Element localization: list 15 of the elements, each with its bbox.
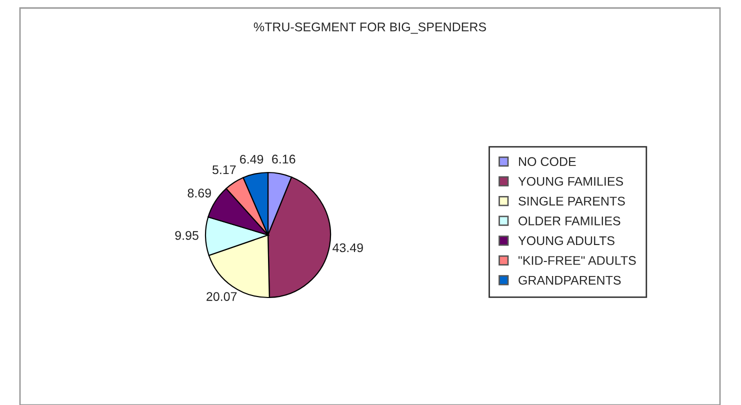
data-label: 9.95 bbox=[175, 231, 198, 240]
legend-label: GRANDPARENTS bbox=[518, 276, 621, 285]
legend-label: YOUNG ADULTS bbox=[518, 236, 614, 246]
data-label: 43.49 bbox=[332, 243, 363, 252]
legend-label: NO CODE bbox=[519, 157, 576, 166]
data-label: 8.69 bbox=[188, 188, 211, 198]
legend-label: SINGLE PARENTS bbox=[518, 196, 625, 206]
data-label: 5.17 bbox=[212, 165, 236, 174]
legend-label: OLDER FAMILIES bbox=[518, 216, 620, 226]
data-label: 20.07 bbox=[206, 292, 237, 301]
data-label: 6.49 bbox=[240, 154, 264, 164]
data-label: 6.16 bbox=[272, 154, 296, 164]
legend-label: "KID-FREE" ADULTS bbox=[518, 256, 636, 265]
legend-label: YOUNG FAMILIES bbox=[518, 176, 624, 186]
chart-title: %TRU-SEGMENT FOR BIG_SPENDERS bbox=[254, 22, 486, 34]
